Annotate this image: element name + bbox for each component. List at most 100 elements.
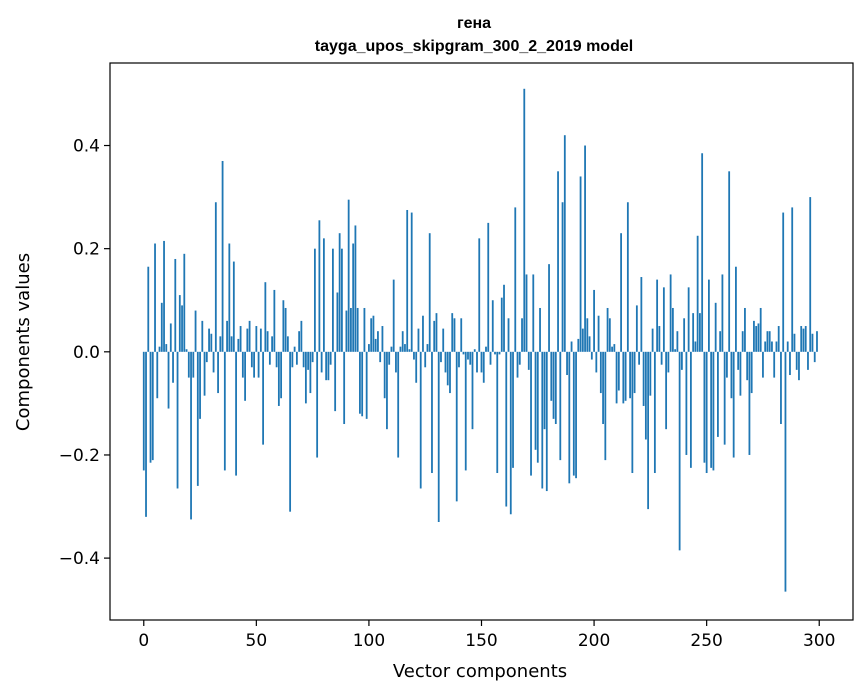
bar [557, 171, 559, 352]
x-tick-label: 0 [138, 631, 149, 651]
bar [807, 351, 809, 370]
bar [809, 197, 812, 352]
bar [304, 351, 307, 404]
bar [759, 307, 762, 352]
bar [676, 331, 679, 352]
bar [606, 307, 609, 352]
bar [444, 351, 447, 373]
bar [647, 351, 650, 510]
bar [415, 351, 418, 383]
bar [775, 341, 778, 352]
bar [597, 315, 600, 352]
bar [462, 351, 465, 355]
bar [467, 351, 469, 360]
bar [208, 328, 210, 352]
y-axis-label: Components values [13, 253, 34, 431]
bar [683, 318, 686, 352]
bar [494, 351, 496, 355]
bar [584, 145, 586, 352]
bar [503, 284, 505, 352]
bar [726, 351, 728, 378]
bar [694, 341, 697, 352]
bar-series [142, 88, 818, 592]
bar [516, 351, 519, 378]
bar [151, 351, 154, 461]
bar [381, 326, 384, 352]
bar [487, 222, 490, 352]
bar [579, 176, 582, 352]
bar [221, 160, 224, 352]
bar [649, 351, 652, 396]
bar [518, 351, 521, 365]
bar [239, 326, 242, 352]
bar [257, 351, 260, 378]
bar [802, 328, 805, 352]
bar [347, 199, 350, 352]
bar [250, 351, 253, 368]
bar [377, 331, 379, 352]
bar [392, 279, 395, 352]
bar [345, 310, 348, 352]
bar [496, 351, 499, 474]
bar [199, 351, 201, 419]
bar [512, 351, 514, 468]
bar [608, 318, 611, 352]
bar [640, 277, 643, 352]
bar [816, 331, 818, 352]
bar [196, 351, 199, 486]
bar [322, 238, 325, 352]
bar [201, 320, 204, 352]
bar [633, 351, 636, 394]
bar [671, 307, 674, 352]
bar [237, 338, 240, 352]
bar [154, 243, 156, 352]
bar [570, 341, 573, 352]
bar [219, 336, 222, 352]
bar [521, 318, 523, 352]
bar [248, 320, 251, 352]
bar [753, 320, 755, 352]
bar [262, 351, 264, 445]
bar [708, 279, 710, 352]
bar [424, 351, 427, 368]
bar [368, 344, 370, 352]
bar [554, 351, 557, 425]
bar [442, 328, 445, 352]
bar [660, 351, 663, 365]
bar [563, 135, 566, 352]
bar [404, 344, 406, 352]
y-tick-label: 0.0 [73, 343, 100, 363]
bar [365, 351, 368, 419]
bar [667, 351, 670, 373]
bar [680, 351, 683, 370]
bar [532, 274, 535, 352]
bar [804, 326, 807, 352]
bar [588, 336, 591, 352]
bar [145, 351, 147, 517]
bar [273, 289, 276, 352]
bar [509, 351, 512, 515]
bar [307, 351, 310, 370]
bar [338, 233, 341, 352]
bar [737, 351, 740, 370]
bar [187, 351, 190, 378]
bar [286, 336, 289, 352]
bar [719, 331, 722, 352]
bar [282, 300, 285, 352]
bar [158, 346, 161, 352]
bar [183, 253, 186, 352]
bar [545, 351, 548, 492]
bar [343, 351, 346, 425]
bar [613, 344, 616, 352]
bar [212, 351, 215, 373]
bar [361, 351, 364, 417]
bar [701, 153, 704, 352]
bar [302, 351, 305, 368]
bar [309, 351, 312, 394]
bar [417, 328, 420, 352]
bar [586, 318, 589, 352]
bar [699, 313, 701, 352]
bar [678, 351, 681, 551]
bar [750, 351, 753, 394]
bar [662, 287, 665, 352]
